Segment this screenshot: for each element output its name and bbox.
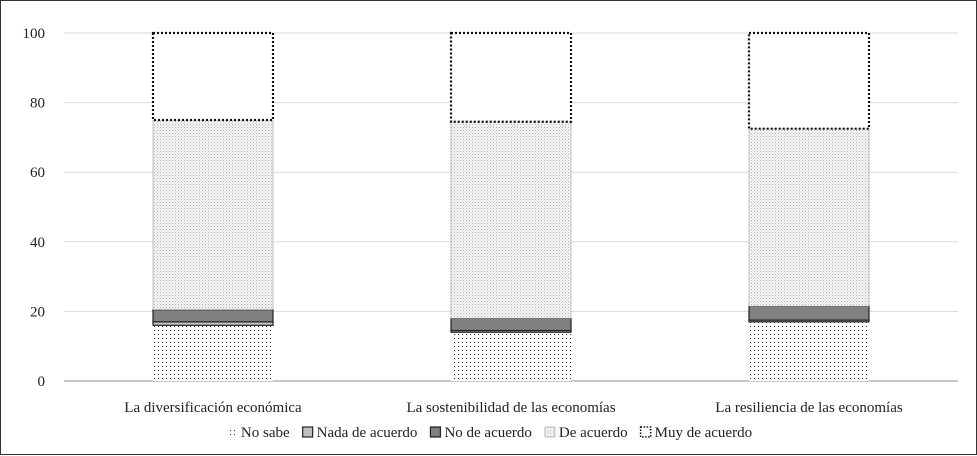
bar-segment-4	[450, 121, 572, 319]
category-label: La diversificación económica	[124, 400, 302, 416]
y-tick-label: 80	[30, 96, 45, 112]
bar-segment-3	[152, 309, 274, 323]
category-label: La sostenibilidad de las economías	[406, 400, 615, 416]
legend-label: De acuerdo	[559, 425, 628, 441]
legend-item: No sabe	[226, 425, 290, 441]
legend-item: No de acuerdo	[429, 425, 532, 441]
bar-segment-3	[450, 317, 572, 332]
legend: No sabe Nada de acuerdo No de acuerdo De ac…	[226, 425, 752, 441]
legend-label: Muy de acuerdo	[655, 425, 752, 441]
bar-segment-4	[748, 128, 870, 307]
y-tick-label: 20	[30, 304, 45, 320]
bar-segment-4	[152, 119, 274, 310]
y-tick-label: 100	[23, 26, 46, 42]
bar-segment-5	[151, 31, 275, 122]
y-tick-label: 60	[30, 165, 45, 181]
bar-segment-1	[451, 332, 571, 381]
legend-item: Nada de acuerdo	[302, 425, 418, 441]
bar-segment-1	[153, 325, 273, 381]
legend-swatch	[429, 426, 442, 438]
category-label: La resiliencia de las economías	[715, 400, 903, 416]
bar-segment-5	[747, 31, 871, 130]
legend-item: De acuerdo	[544, 425, 628, 441]
legend-swatch	[544, 426, 556, 438]
y-tick-label: 40	[30, 235, 45, 251]
category-labels: La diversificación económica La sostenibi…	[124, 400, 903, 416]
bar-segment-1	[749, 321, 869, 381]
legend-label: No de acuerdo	[444, 425, 531, 441]
bar-segment-3	[748, 305, 870, 321]
legend-swatch	[639, 426, 652, 438]
bars	[151, 31, 871, 381]
legend-item: Muy de acuerdo	[639, 425, 752, 441]
y-tick-label: 0	[38, 374, 46, 390]
bar-segment-5	[449, 31, 573, 123]
legend-swatch	[302, 426, 314, 438]
legend-label: Nada de acuerdo	[317, 425, 418, 441]
y-axis: 0 20 40 60 80 100	[23, 26, 46, 390]
legend-swatch	[226, 427, 237, 437]
legend-label: No sabe	[241, 425, 290, 441]
